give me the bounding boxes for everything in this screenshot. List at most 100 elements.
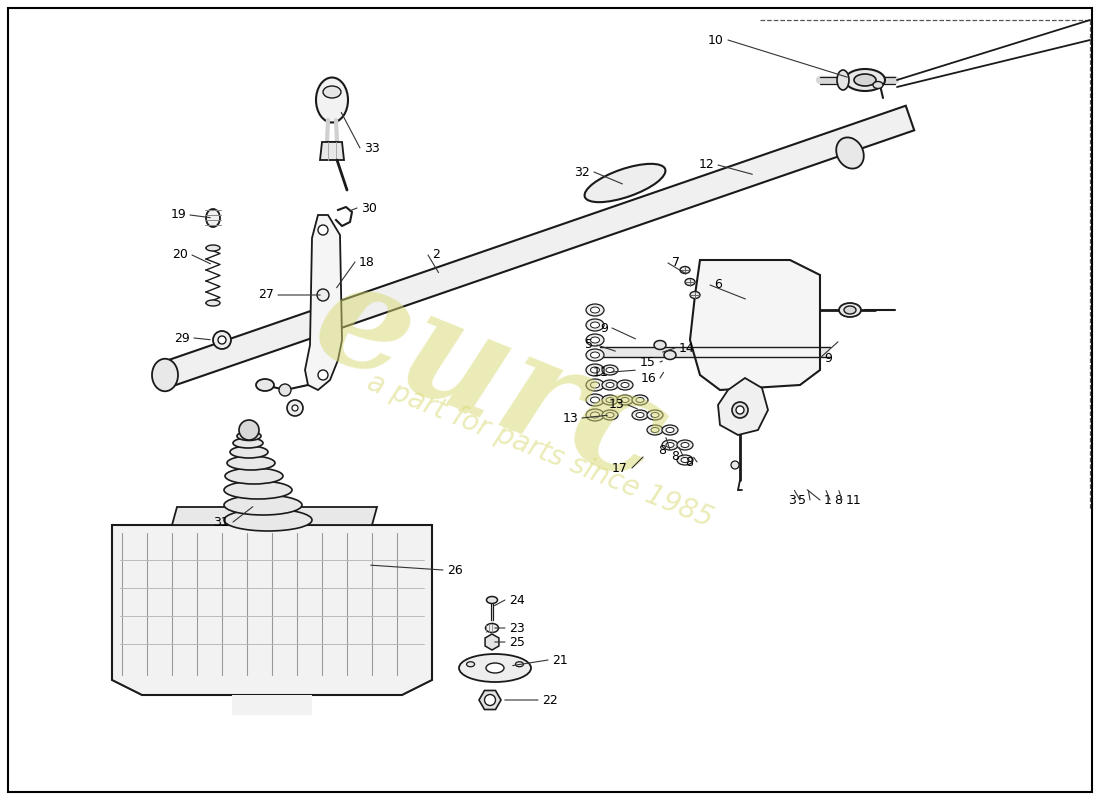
Circle shape (484, 694, 495, 706)
Text: 19: 19 (170, 209, 186, 222)
Ellipse shape (651, 427, 659, 433)
Ellipse shape (516, 662, 524, 666)
Circle shape (317, 289, 329, 301)
Circle shape (318, 370, 328, 380)
Polygon shape (690, 260, 820, 390)
Ellipse shape (591, 397, 600, 403)
Text: 26: 26 (447, 563, 463, 577)
Ellipse shape (854, 74, 876, 86)
Ellipse shape (206, 245, 220, 251)
Text: 14: 14 (679, 342, 695, 354)
Ellipse shape (839, 303, 861, 317)
Polygon shape (320, 142, 344, 160)
Text: 13: 13 (608, 398, 624, 411)
Ellipse shape (654, 341, 666, 350)
Circle shape (218, 336, 226, 344)
Ellipse shape (602, 380, 618, 390)
Ellipse shape (152, 358, 178, 391)
Text: 5: 5 (585, 338, 593, 351)
Ellipse shape (606, 367, 614, 373)
Circle shape (292, 405, 298, 411)
Text: 12: 12 (698, 158, 714, 171)
Ellipse shape (586, 379, 604, 391)
Ellipse shape (647, 425, 663, 435)
Ellipse shape (621, 398, 629, 402)
Ellipse shape (680, 266, 690, 274)
Text: 32: 32 (574, 166, 590, 178)
Ellipse shape (224, 481, 292, 499)
Ellipse shape (621, 382, 629, 387)
Ellipse shape (236, 431, 261, 441)
Ellipse shape (486, 663, 504, 673)
Polygon shape (478, 690, 500, 710)
Text: 5: 5 (798, 494, 806, 506)
Ellipse shape (676, 455, 693, 465)
Ellipse shape (256, 379, 274, 391)
Polygon shape (485, 634, 499, 650)
Ellipse shape (837, 70, 849, 90)
Ellipse shape (323, 86, 341, 98)
Circle shape (239, 420, 258, 440)
Text: 8: 8 (658, 443, 666, 457)
Circle shape (732, 402, 748, 418)
Ellipse shape (224, 495, 302, 515)
Ellipse shape (676, 440, 693, 450)
Ellipse shape (591, 352, 600, 358)
Ellipse shape (486, 597, 497, 603)
Ellipse shape (617, 395, 632, 405)
Text: 1: 1 (824, 494, 832, 506)
Text: 8: 8 (671, 450, 679, 462)
Circle shape (732, 461, 739, 469)
Text: a part for parts since 1985: a part for parts since 1985 (363, 368, 717, 532)
Ellipse shape (591, 337, 600, 343)
Ellipse shape (459, 654, 531, 682)
Polygon shape (161, 106, 914, 387)
Ellipse shape (591, 382, 600, 388)
Polygon shape (600, 347, 830, 357)
Ellipse shape (224, 509, 312, 531)
Text: 25: 25 (509, 635, 525, 649)
Text: 11: 11 (846, 494, 861, 506)
Text: 23: 23 (509, 622, 525, 634)
Text: 27: 27 (258, 289, 274, 302)
Circle shape (287, 400, 303, 416)
Text: 2: 2 (432, 249, 440, 262)
Ellipse shape (591, 307, 600, 313)
Ellipse shape (591, 412, 600, 418)
Ellipse shape (845, 69, 886, 91)
Text: 21: 21 (552, 654, 568, 666)
Circle shape (213, 331, 231, 349)
Ellipse shape (681, 458, 689, 462)
Ellipse shape (584, 164, 666, 202)
Ellipse shape (586, 364, 604, 376)
Ellipse shape (606, 398, 614, 402)
Ellipse shape (873, 82, 883, 89)
Ellipse shape (586, 349, 604, 361)
Ellipse shape (651, 413, 659, 418)
Ellipse shape (666, 442, 674, 447)
Ellipse shape (227, 456, 275, 470)
Ellipse shape (666, 427, 674, 433)
Text: 11: 11 (592, 366, 608, 378)
Ellipse shape (602, 410, 618, 420)
Text: 29: 29 (174, 331, 190, 345)
Ellipse shape (226, 468, 283, 484)
Circle shape (279, 384, 292, 396)
Text: 22: 22 (542, 694, 558, 706)
Ellipse shape (230, 446, 268, 458)
Text: 10: 10 (708, 34, 724, 46)
Ellipse shape (636, 398, 644, 402)
Text: 9: 9 (601, 322, 608, 334)
Text: 13: 13 (562, 411, 578, 425)
Polygon shape (172, 507, 377, 525)
Text: 6: 6 (714, 278, 722, 291)
Text: 33: 33 (364, 142, 380, 154)
Polygon shape (232, 695, 312, 715)
Text: 31: 31 (213, 515, 229, 529)
Circle shape (318, 225, 328, 235)
Text: 17: 17 (612, 462, 628, 474)
Ellipse shape (586, 334, 604, 346)
Ellipse shape (606, 413, 614, 418)
Ellipse shape (206, 209, 220, 227)
Ellipse shape (602, 365, 618, 375)
